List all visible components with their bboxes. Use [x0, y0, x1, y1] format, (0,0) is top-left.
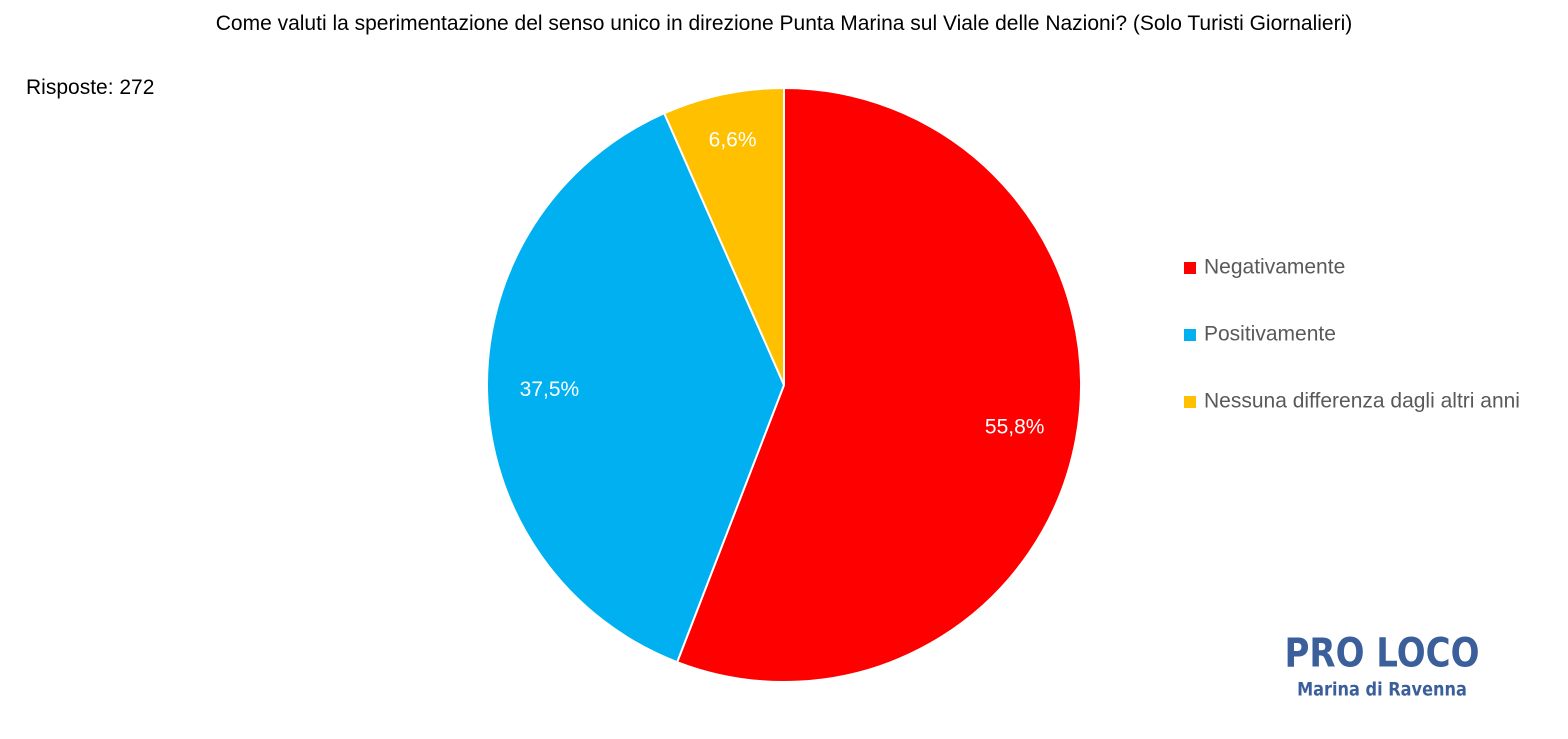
pie-slice	[486, 111, 786, 664]
data-label: 37,5%	[520, 378, 580, 401]
chart-subtitle: Risposte: 272	[26, 76, 155, 99]
legend-label: Negativamente	[1204, 256, 1345, 279]
legend-swatch	[1184, 396, 1196, 408]
legend-swatch	[1184, 262, 1196, 274]
logo-subtitle: Marina di Ravenna	[1297, 679, 1467, 701]
legend-label: Nessuna differenza dagli altri anni	[1204, 390, 1520, 413]
pie-slice	[675, 86, 1082, 683]
legend-swatch	[1184, 329, 1196, 341]
data-label: 6,6%	[709, 128, 757, 151]
chart-title: Come valuti la sperimentazione del senso…	[215, 12, 1353, 35]
data-label: 55,8%	[985, 415, 1045, 438]
legend-label: Positivamente	[1204, 323, 1336, 346]
logo-title: PRO LOCO	[1285, 630, 1480, 676]
pie-slice	[662, 86, 785, 386]
